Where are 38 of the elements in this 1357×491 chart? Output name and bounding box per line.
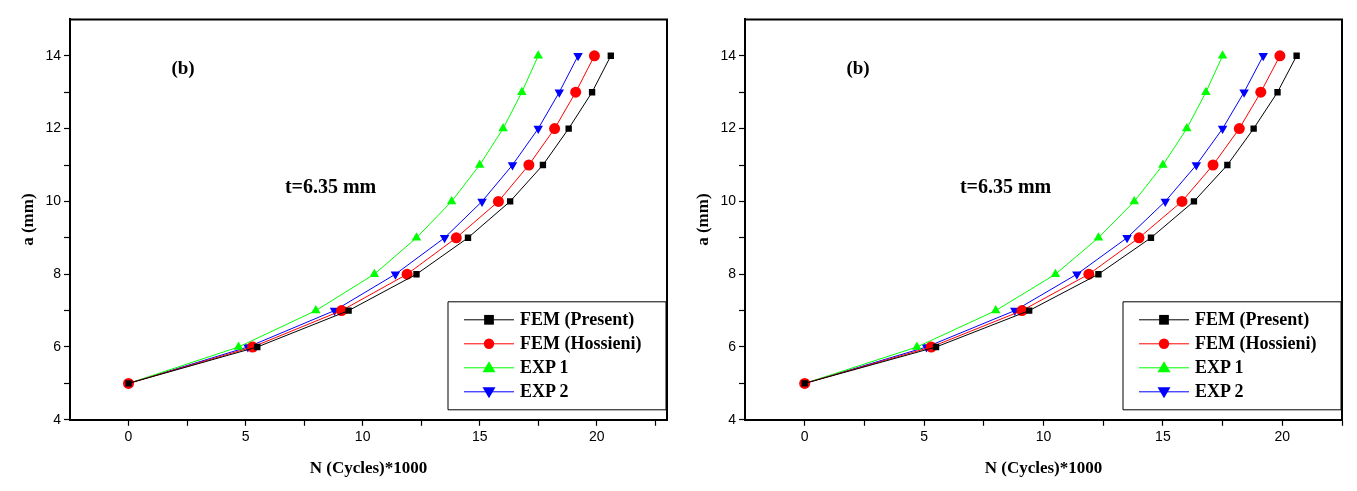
legend-label: EXP 1	[1195, 357, 1244, 378]
annotation: (b)	[171, 57, 195, 80]
annotation: t=6.35 mm	[959, 174, 1052, 197]
x-tick-label: 10	[354, 428, 371, 445]
y-tick-label: 6	[728, 337, 737, 354]
x-tick-label: 15	[1155, 428, 1171, 445]
y-tick-label: 8	[53, 265, 62, 282]
x-tick-label: 15	[471, 428, 488, 445]
annotation: t=6.35 mm	[284, 174, 377, 197]
y-tick-label: 6	[53, 337, 62, 354]
y-tick-label: 12	[720, 119, 737, 136]
y-tick-label: 10	[720, 192, 737, 209]
annotation: (b)	[846, 57, 870, 80]
x-tick-label: 5	[920, 428, 929, 445]
legend-label: EXP 2	[1195, 381, 1244, 402]
y-tick-label: 14	[45, 46, 62, 63]
x-axis-title: N (Cycles)*1000	[309, 458, 428, 478]
x-tick-label: 0	[800, 428, 809, 445]
y-tick-label: 4	[728, 410, 737, 427]
x-axis-title: N (Cycles)*1000	[984, 458, 1103, 478]
y-axis-title: a (mm)	[17, 193, 37, 246]
x-tick-label: 0	[124, 428, 133, 445]
y-tick-label: 12	[45, 119, 62, 136]
y-axis-title: a (mm)	[692, 193, 712, 246]
legend-label: FEM (Hossieni)	[520, 333, 642, 355]
x-tick-label: 5	[241, 428, 250, 445]
legend-label: FEM (Present)	[520, 309, 635, 331]
y-tick-label: 14	[720, 46, 737, 63]
legend-label: EXP 2	[520, 381, 569, 402]
x-tick-label: 20	[588, 428, 605, 445]
y-tick-label: 8	[728, 265, 737, 282]
legend-label: EXP 1	[520, 357, 569, 378]
y-tick-label: 10	[45, 192, 62, 209]
legend-label: FEM (Hossieni)	[1195, 333, 1317, 355]
x-tick-label: 10	[1035, 428, 1052, 445]
y-tick-label: 4	[53, 410, 62, 427]
legend-label: FEM (Present)	[1195, 309, 1310, 331]
x-tick-label: 20	[1274, 428, 1291, 445]
